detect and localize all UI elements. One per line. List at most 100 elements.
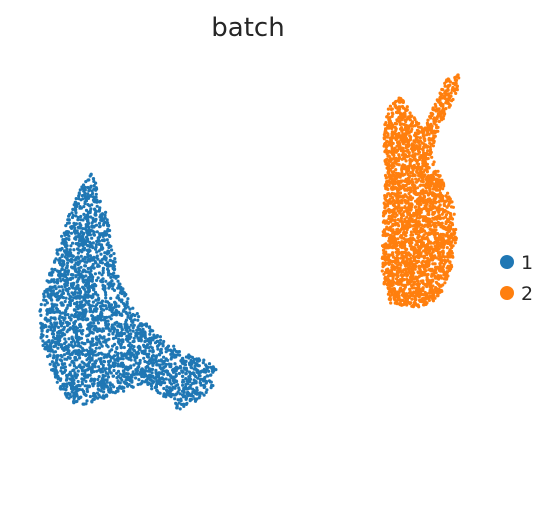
scatter-point <box>67 212 72 217</box>
scatter-point <box>389 186 393 190</box>
scatter-point <box>415 144 419 148</box>
scatter-point <box>57 331 62 335</box>
scatter-point <box>154 356 158 360</box>
scatter-point <box>405 124 409 128</box>
scatter-point <box>83 194 87 198</box>
scatter-point <box>405 105 409 109</box>
scatter-point <box>104 323 109 328</box>
scatter-point <box>417 222 421 226</box>
scatter-point <box>411 220 415 224</box>
scatter-point <box>399 216 403 220</box>
scatter-point <box>109 386 113 390</box>
scatter-point <box>79 336 84 340</box>
scatter-point <box>90 221 94 225</box>
scatter-point <box>73 267 77 271</box>
scatter-point <box>84 197 88 201</box>
scatter-point <box>206 374 210 378</box>
scatter-point <box>178 364 182 369</box>
scatter-point <box>147 346 151 350</box>
scatter-point <box>385 187 389 191</box>
scatter-point <box>74 332 78 336</box>
scatter-point <box>418 136 422 140</box>
scatter-point <box>97 249 101 253</box>
scatter-point <box>73 263 77 267</box>
scatter-point <box>396 159 400 163</box>
scatter-point <box>61 311 65 315</box>
scatter-point <box>39 313 43 317</box>
scatter-point <box>158 391 162 395</box>
scatter-point <box>115 296 119 300</box>
scatter-point <box>115 353 120 357</box>
scatter-point <box>44 298 48 303</box>
scatter-point <box>55 278 60 282</box>
scatter-point <box>416 286 420 290</box>
scatter-point <box>394 281 398 285</box>
scatter-point <box>158 335 162 339</box>
scatter-point <box>126 305 130 309</box>
scatter-point <box>399 299 403 303</box>
scatter-point <box>135 334 139 338</box>
scatter-point <box>116 340 120 344</box>
scatter-point <box>68 363 72 367</box>
scatter-point <box>89 184 93 188</box>
scatter-point <box>385 225 389 229</box>
scatter-point <box>418 201 422 205</box>
scatter-point <box>402 302 406 306</box>
scatter-point <box>109 296 113 300</box>
scatter-point <box>57 334 61 338</box>
scatter-point <box>143 359 147 364</box>
scatter-point <box>49 316 53 320</box>
scatter-point <box>128 311 132 315</box>
scatter-point <box>139 368 143 372</box>
scatter-point <box>383 270 388 274</box>
scatter-point <box>91 191 95 196</box>
scatter-point <box>415 186 420 190</box>
scatter-point <box>395 149 400 153</box>
scatter-point <box>113 327 117 331</box>
scatter-point <box>96 264 100 268</box>
scatter-point <box>137 344 141 348</box>
scatter-point <box>430 274 434 278</box>
scatter-point <box>135 328 139 332</box>
scatter-point <box>417 174 421 178</box>
scatter-point <box>122 389 126 393</box>
scatter-point <box>76 307 80 311</box>
scatter-point <box>66 289 70 293</box>
scatter-point <box>448 197 452 201</box>
scatter-point <box>71 273 75 277</box>
scatter-point <box>389 107 393 111</box>
scatter-point <box>404 292 408 296</box>
scatter-point <box>94 353 98 357</box>
scatter-point <box>51 368 55 372</box>
scatter-point <box>102 256 106 261</box>
scatter-point <box>97 365 101 369</box>
scatter-point <box>405 165 409 169</box>
scatter-point <box>92 258 96 262</box>
scatter-point <box>131 347 135 351</box>
scatter-point <box>150 354 154 358</box>
scatter-point <box>401 292 405 296</box>
scatter-point <box>59 369 63 373</box>
scatter-point <box>142 375 146 379</box>
scatter-point <box>97 351 101 356</box>
scatter-point <box>162 392 166 396</box>
scatter-point <box>434 104 438 108</box>
scatter-point <box>93 365 97 369</box>
scatter-point <box>53 364 57 368</box>
scatter-point <box>64 242 68 247</box>
scatter-point <box>412 143 416 148</box>
scatter-point <box>393 122 398 126</box>
scatter-point <box>117 386 121 390</box>
scatter-point <box>79 214 83 219</box>
scatter-point <box>93 290 98 294</box>
scatter-point <box>82 374 87 378</box>
scatter-point <box>436 169 440 173</box>
scatter-point <box>428 190 432 194</box>
scatter-point <box>197 357 201 361</box>
scatter-point <box>86 323 90 327</box>
scatter-point <box>80 372 84 376</box>
scatter-point <box>424 143 428 147</box>
scatter-point <box>71 324 75 328</box>
scatter-point <box>148 349 152 353</box>
scatter-point <box>433 276 437 280</box>
